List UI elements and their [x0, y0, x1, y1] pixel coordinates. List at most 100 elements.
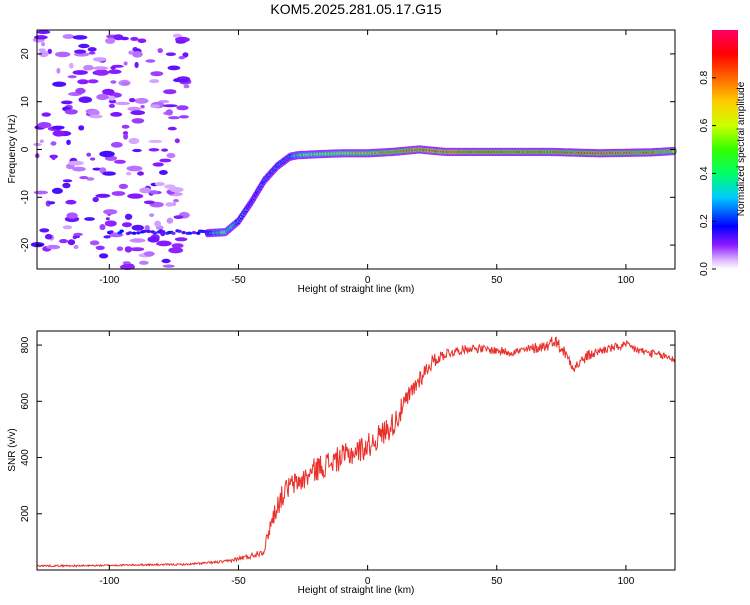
colorbar-label: Normalized spectral amplitude	[736, 81, 747, 216]
x-tick-label: -50	[231, 275, 246, 286]
noise-blob	[179, 115, 189, 119]
noise-blob	[124, 246, 133, 253]
noise-blob	[149, 213, 155, 218]
noise-blob	[122, 261, 131, 265]
noise-blob	[92, 196, 99, 203]
x-tick-label: 100	[618, 576, 635, 587]
noise-blob	[67, 75, 77, 79]
noise-blob	[62, 182, 71, 189]
noise-blob	[62, 179, 73, 183]
noise-blob	[168, 116, 180, 120]
y-tick-label: -10	[20, 190, 31, 205]
noise-blob	[68, 160, 84, 166]
noise-blob	[183, 84, 190, 89]
ridge-tail	[181, 231, 186, 235]
noise-blob	[128, 50, 133, 55]
noise-blob	[154, 182, 165, 186]
noise-blob	[59, 239, 68, 244]
noise-blob	[108, 69, 122, 74]
noise-blob	[99, 253, 109, 259]
spectrogram-x-ticks: -100 -50 0 50 100	[99, 30, 635, 286]
noise-blob	[162, 104, 178, 108]
noise-blob	[95, 193, 111, 198]
noise-blob	[105, 37, 116, 45]
snr-x-label: Height of straight line (km)	[298, 585, 415, 596]
colorbar-tick-label: 0.2	[699, 214, 710, 228]
noise-blob	[121, 124, 130, 129]
x-tick-label: -50	[231, 576, 246, 587]
noise-blob	[176, 105, 189, 111]
y-tick-label: 200	[20, 505, 31, 522]
noise-blob	[88, 51, 96, 55]
noise-blob	[72, 70, 88, 75]
noise-blob	[86, 152, 92, 157]
noise-blob	[173, 199, 179, 203]
ridge-tail	[119, 229, 124, 233]
ridge-tail	[146, 229, 151, 233]
noise-blob	[87, 109, 100, 116]
colorbar-tick-label: 0.0	[699, 262, 710, 276]
figure-title: KOM5.2025.281.05.17.G15	[270, 1, 441, 17]
noise-blob	[110, 141, 123, 148]
ridge-tail	[187, 231, 193, 235]
noise-blob	[130, 110, 145, 116]
noise-blob	[174, 237, 188, 242]
noise-blob	[178, 56, 186, 60]
noise-blob	[123, 61, 128, 66]
noise-blob	[122, 222, 132, 228]
noise-blob	[110, 66, 116, 70]
ridge-tail	[127, 231, 133, 235]
noise-blob	[165, 109, 173, 116]
colorbar-ticks: 0.0 0.2 0.4 0.6 0.8	[699, 70, 716, 276]
noise-blob	[86, 177, 95, 181]
noise-blob	[137, 38, 147, 44]
noise-blob	[41, 112, 51, 117]
noise-blob	[89, 157, 96, 161]
noise-blob	[51, 125, 65, 130]
noise-blob	[175, 40, 186, 44]
spectrogram-y-ticks: -20 -10 0 10 20	[20, 48, 675, 252]
noise-blob	[64, 109, 78, 115]
noise-blob	[127, 193, 144, 199]
noise-blob	[148, 148, 160, 152]
noise-blob	[174, 138, 180, 144]
noise-blob	[52, 81, 67, 87]
noise-blob	[127, 106, 141, 111]
noise-blob	[140, 105, 145, 109]
ridge-tail	[109, 230, 114, 234]
noise-blob	[108, 95, 116, 101]
noise-blob	[129, 238, 146, 243]
noise-blob	[166, 217, 174, 224]
ridge-tail	[152, 231, 157, 235]
noise-blob	[99, 224, 106, 231]
noise-blob	[139, 187, 152, 194]
x-tick-label: -100	[99, 576, 119, 587]
noise-blob	[77, 79, 89, 85]
noise-blob	[145, 59, 156, 63]
noise-blob	[149, 190, 159, 195]
noise-blob	[83, 64, 94, 71]
ridge-tail	[204, 230, 209, 234]
colorbar-tick-label: 0.6	[699, 118, 710, 132]
noise-blob	[172, 33, 182, 38]
noise-blob	[104, 220, 117, 227]
noise-blob	[65, 199, 77, 205]
noise-blob	[152, 162, 164, 167]
noise-blob	[123, 133, 129, 140]
noise-blob	[37, 122, 52, 129]
noise-blob	[126, 171, 132, 176]
ridge-tail	[191, 231, 197, 235]
noise-blob	[162, 264, 175, 268]
noise-blob	[129, 98, 136, 103]
noise-blob	[34, 35, 48, 40]
noise-blob	[131, 224, 144, 231]
noise-blob	[134, 61, 139, 69]
noise-blob	[51, 187, 63, 194]
noise-blob	[102, 88, 115, 96]
snr-y-label: SNR (v/v)	[7, 428, 18, 471]
colorbar-gradient	[712, 30, 738, 269]
noise-blob	[39, 139, 44, 143]
noise-blob	[130, 36, 139, 41]
x-tick-label: 0	[365, 576, 371, 587]
